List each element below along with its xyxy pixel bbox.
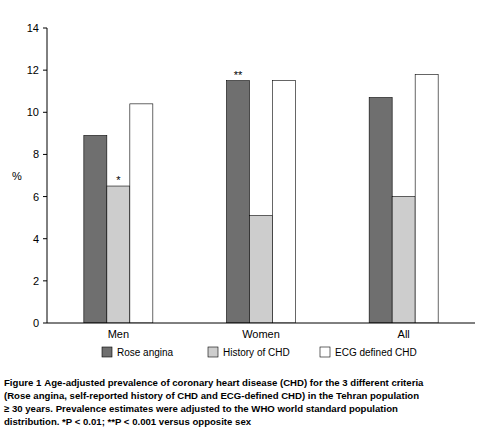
x-axis <box>47 323 475 324</box>
bar <box>273 81 296 323</box>
caption-line: (Rose angina, self-reported history of C… <box>4 390 419 401</box>
bar <box>84 135 107 323</box>
y-tick <box>43 323 47 324</box>
y-tick <box>43 28 47 29</box>
legend-swatch <box>102 347 112 357</box>
legend-swatch <box>320 347 330 357</box>
annotation: * <box>116 174 121 186</box>
legend-label: Rose angina <box>117 347 174 358</box>
bar <box>369 98 392 323</box>
y-tick-label: 4 <box>33 233 39 245</box>
caption-line: ≥ 30 years. Prevalence estimates were ad… <box>4 403 398 414</box>
caption-line: Figure 1Age-adjusted prevalence of coron… <box>4 377 424 388</box>
y-tick <box>43 112 47 113</box>
caption-text: Age-adjusted prevalence of coronary hear… <box>44 377 424 388</box>
bar <box>130 104 153 323</box>
y-tick-label: 12 <box>27 64 39 76</box>
y-tick-label: 6 <box>33 191 39 203</box>
y-tick-label: 8 <box>33 148 39 160</box>
y-tick-label: 2 <box>33 275 39 287</box>
bar <box>250 216 273 323</box>
legend-label: History of CHD <box>223 347 290 358</box>
bars <box>84 74 438 323</box>
chart: 02468101214%MenWomenAll***Rose anginaHis… <box>0 0 488 448</box>
y-tick <box>43 154 47 155</box>
y-axis-label: % <box>12 170 22 182</box>
annotation: ** <box>234 69 243 81</box>
legend-label: ECG defined CHD <box>335 347 417 358</box>
bar <box>415 74 438 323</box>
x-tick-label: All <box>398 328 410 340</box>
legend-swatch <box>208 347 218 357</box>
caption-label: Figure 1 <box>4 377 42 388</box>
bar <box>227 81 250 323</box>
caption-line: distribution. *P < 0.01; **P < 0.001 ver… <box>4 416 252 427</box>
bar <box>392 197 415 323</box>
y-axis <box>47 28 48 323</box>
y-tick-label: 10 <box>27 106 39 118</box>
y-tick-label: 0 <box>33 317 39 329</box>
x-tick-label: Women <box>242 328 280 340</box>
bar <box>107 186 130 323</box>
y-tick-label: 14 <box>27 22 39 34</box>
y-tick <box>43 70 47 71</box>
x-tick-label: Men <box>108 328 129 340</box>
y-tick <box>43 196 47 197</box>
caption-box <box>0 372 488 448</box>
y-tick <box>43 280 47 281</box>
y-tick <box>43 238 47 239</box>
